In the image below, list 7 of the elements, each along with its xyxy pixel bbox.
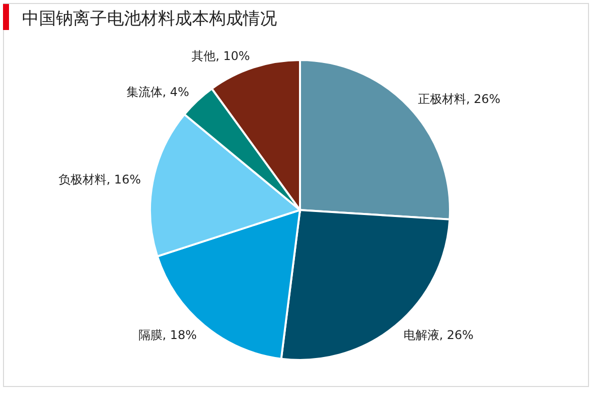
slice-label: 负极材料, 16% xyxy=(58,172,141,187)
chart-title: 中国钠离子电池材料成本构成情况 xyxy=(22,8,277,30)
slice-label: 隔膜, 18% xyxy=(138,328,197,342)
slice-label: 其他, 10% xyxy=(192,48,250,63)
slice-label: 正极材料, 26% xyxy=(418,92,500,106)
slice-label: 电解液, 26% xyxy=(403,328,474,342)
slice-label: 集流体, 4% xyxy=(126,84,190,99)
